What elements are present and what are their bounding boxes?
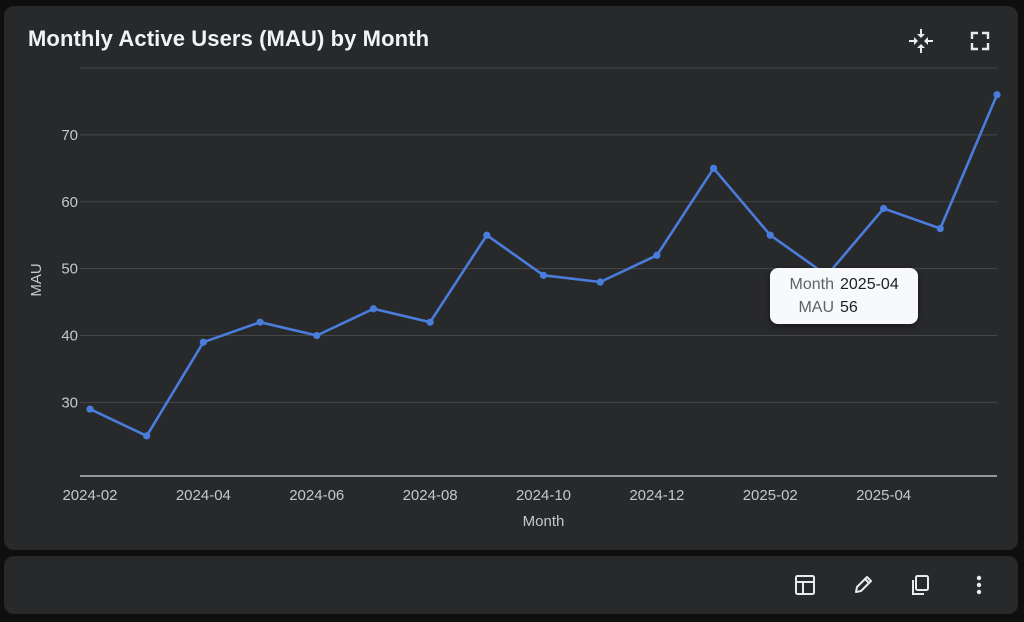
y-tick-label: 70 (61, 127, 78, 144)
table-icon[interactable] (788, 568, 822, 602)
data-point[interactable] (256, 318, 264, 326)
chart-card: Monthly Active Users (MAU) by Month 30 40… (4, 6, 1018, 550)
x-tick-label: 2025-04 (856, 487, 911, 504)
data-point[interactable] (653, 251, 661, 259)
edit-pencil-icon[interactable] (846, 568, 880, 602)
series-line-mau (89, 94, 999, 438)
data-point[interactable] (596, 278, 604, 286)
data-point[interactable] (86, 405, 94, 413)
data-point[interactable] (880, 204, 888, 213)
tooltip-month-key: Month (789, 276, 834, 293)
y-tick-label: 50 (61, 261, 78, 278)
data-point[interactable] (709, 164, 718, 172)
y-tick-label: 40 (61, 328, 78, 345)
y-tick-label: 30 (61, 394, 78, 411)
x-tick-label: 2024-04 (176, 487, 231, 504)
x-tick-label: 2024-08 (403, 487, 458, 504)
x-tick-label: 2024-12 (629, 487, 684, 504)
more-vert-icon[interactable] (962, 568, 996, 602)
line-chart: 30 40 50 60 70 2024-02 2024-04 2024-06 2024-08 2… (28, 67, 1001, 530)
chart-title: Monthly Active Users (MAU) by Month (28, 26, 430, 51)
data-point[interactable] (369, 305, 378, 313)
tooltip-mau-value: 56 (840, 299, 858, 316)
x-tick-label: 2024-02 (62, 487, 117, 504)
y-tick-label: 60 (61, 194, 78, 211)
data-point[interactable] (426, 318, 434, 326)
fit-to-screen-icon[interactable] (904, 24, 938, 58)
data-point[interactable] (143, 432, 151, 440)
data-point[interactable] (936, 224, 944, 233)
data-point[interactable] (483, 231, 491, 239)
x-tick-label: 2025-02 (743, 487, 798, 504)
data-point[interactable] (766, 231, 774, 239)
data-tooltip: Month 2025-04 MAU 56 (770, 268, 918, 324)
x-tick-label: 2024-10 (516, 487, 571, 504)
data-point[interactable] (313, 331, 321, 340)
data-point[interactable] (199, 338, 207, 346)
data-point[interactable] (993, 91, 1001, 99)
x-tick-label: 2024-06 (289, 487, 344, 504)
y-axis-label: MAU (28, 263, 45, 296)
fullscreen-icon[interactable] (963, 24, 997, 58)
copy-icon[interactable] (903, 568, 937, 602)
chart-toolbar (4, 556, 1018, 614)
tooltip-month-value: 2025-04 (840, 276, 899, 293)
x-axis-label: Month (523, 513, 565, 530)
data-point[interactable] (539, 271, 548, 279)
tooltip-mau-key: MAU (798, 299, 834, 316)
